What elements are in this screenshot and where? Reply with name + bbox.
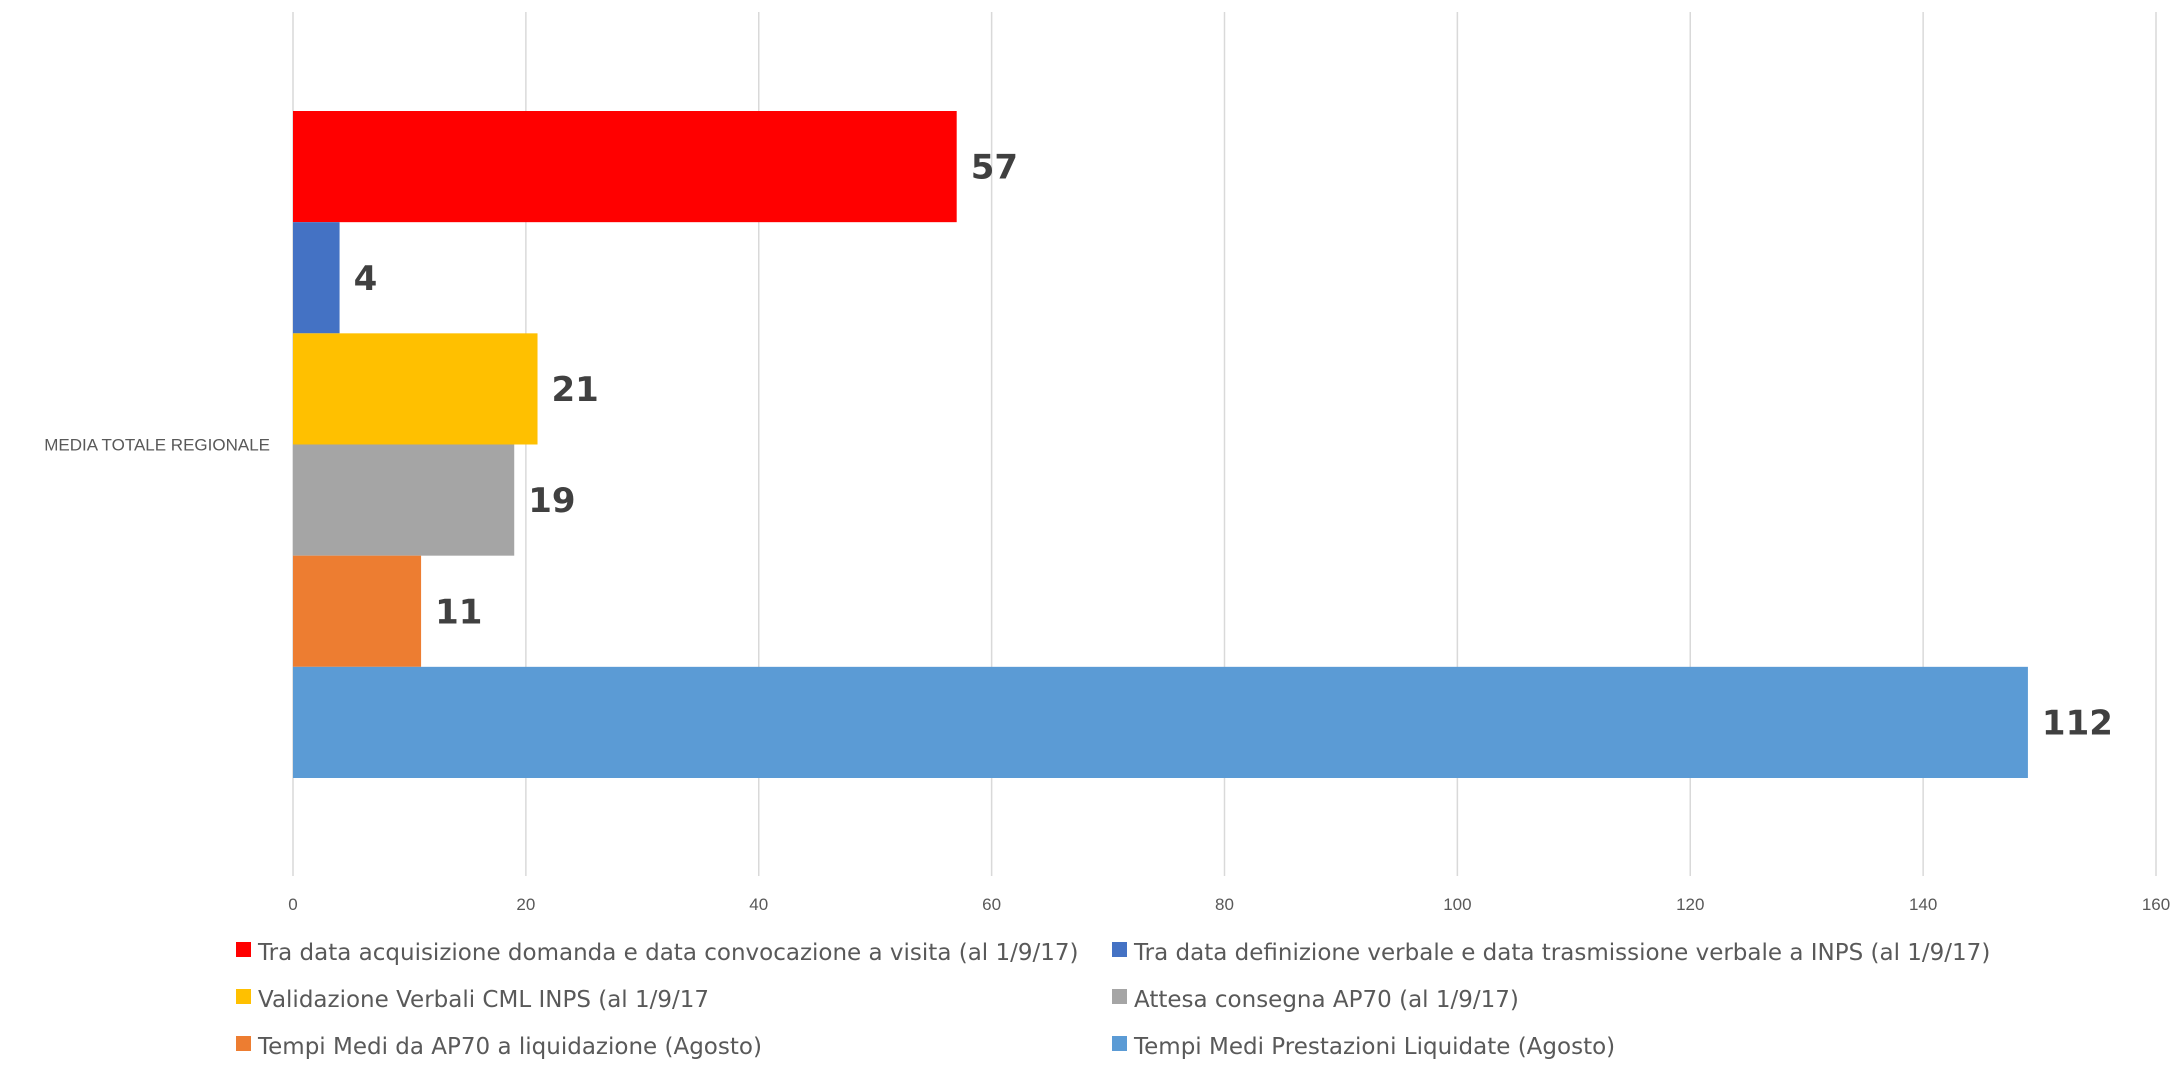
data-label: 11 [435, 592, 482, 632]
bars [293, 111, 2028, 778]
x-tick-label: 40 [749, 895, 768, 914]
x-tick-label: 0 [288, 895, 297, 914]
bar [293, 666, 2028, 778]
x-tick-label: 60 [982, 895, 1001, 914]
x-tick-label: 100 [1443, 895, 1471, 914]
legend-label: Attesa consegna AP70 (al 1/9/17) [1134, 987, 1519, 1013]
legend-label: Tempi Medi da AP70 a liquidazione (Agost… [257, 1034, 762, 1060]
legend-swatch [236, 1036, 251, 1051]
legend-swatch [1112, 989, 1127, 1004]
x-tick-label: 160 [2142, 895, 2170, 914]
x-axis-ticks: 0 20 40 60 80 100 120 140 160 [288, 895, 2170, 914]
bar [293, 222, 340, 334]
data-label: 21 [552, 370, 599, 410]
data-label: 112 [2042, 703, 2113, 743]
legend-swatch [236, 989, 251, 1004]
bar [293, 111, 957, 223]
data-label: 19 [528, 481, 575, 521]
legend: Tra data acquisizione domanda e data con… [236, 940, 1990, 1060]
category-label: MEDIA TOTALE REGIONALE [44, 436, 270, 455]
bar [293, 333, 538, 445]
x-tick-label: 120 [1676, 895, 1704, 914]
legend-swatch [236, 942, 251, 957]
data-label: 4 [354, 259, 378, 299]
legend-label: Tempi Medi Prestazioni Liquidate (Agosto… [1133, 1034, 1615, 1060]
legend-swatch [1112, 1036, 1127, 1051]
x-tick-label: 20 [516, 895, 535, 914]
data-label: 57 [971, 148, 1018, 188]
legend-label: Tra data definizione verbale e data tras… [1133, 940, 1990, 966]
x-tick-label: 140 [1909, 895, 1937, 914]
data-labels: 57 4 21 19 11 112 [354, 148, 2113, 744]
legend-swatch [1112, 942, 1127, 957]
x-tick-label: 80 [1215, 895, 1234, 914]
y-axis-categories: MEDIA TOTALE REGIONALE [44, 436, 270, 455]
legend-label: Tra data acquisizione domanda e data con… [257, 940, 1079, 966]
bar [293, 444, 515, 556]
bar [293, 555, 422, 667]
legend-label: Validazione Verbali CML INPS (al 1/9/17 [258, 987, 709, 1013]
